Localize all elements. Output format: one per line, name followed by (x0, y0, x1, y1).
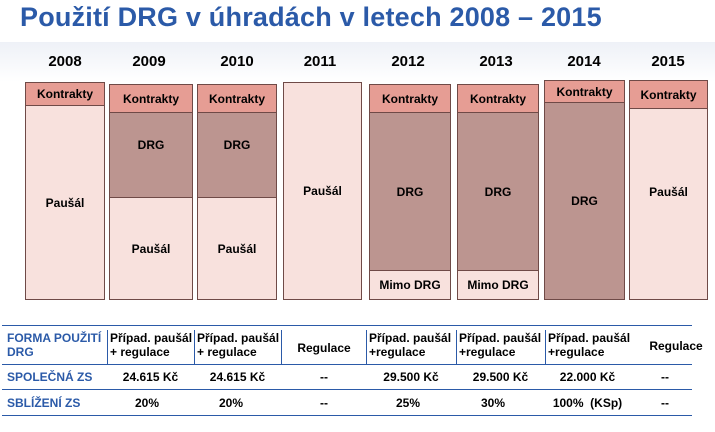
year-label-2011: 2011 (303, 53, 337, 70)
table-cell: Případ. paušál + regulace (197, 331, 280, 359)
segment-mimo-drg: Mimo DRG (457, 270, 539, 300)
segment-drg: DRG (197, 112, 277, 198)
column-2012: Kontrakty DRG Mimo DRG (369, 84, 451, 300)
segment-kontrakty: Kontrakty (629, 80, 708, 109)
table-rule (2, 364, 692, 365)
header-stripe (0, 42, 715, 82)
table-divider (107, 330, 108, 364)
segment-kontrakty: Kontrakty (109, 84, 193, 113)
table-cell: 24.615 Kč (122, 370, 179, 384)
table-cell: -- (320, 396, 328, 410)
year-label-2010: 2010 (220, 53, 254, 70)
table-cell: Případ. paušál +regulace (459, 331, 542, 359)
table-divider (366, 330, 367, 364)
segment-kontrakty: Kontrakty (457, 84, 539, 113)
column-2010: Kontrakty DRG Paušál (197, 84, 277, 300)
table-cell: -- (661, 396, 669, 410)
table-divider (456, 330, 457, 364)
segment-pausal: Paušál (283, 82, 362, 300)
segment-drg: DRG (369, 112, 451, 271)
table-cell: -- (661, 370, 669, 384)
segment-pausal: Paušál (629, 108, 708, 300)
table-cell: 20% (134, 396, 160, 410)
table-cell: Případ. paušál +regulace (369, 331, 452, 359)
row-label-forma: FORMA POUŽITÍ DRG (7, 331, 102, 359)
year-label-2015: 2015 (651, 53, 685, 70)
table-cell: 25% (395, 396, 421, 410)
column-2011: Paušál (283, 82, 362, 300)
table-cell: 29.500 Kč (472, 370, 529, 384)
segment-pausal: Paušál (197, 197, 277, 300)
segment-pausal: Paušál (109, 197, 193, 300)
segment-pausal: Paušál (25, 105, 105, 300)
column-2013: Kontrakty DRG Mimo DRG (457, 84, 539, 300)
table-rule-bottom (2, 415, 692, 416)
segment-kontrakty: Kontrakty (197, 84, 277, 113)
table-cell: -- (320, 370, 328, 384)
table-cell: 100% (KSp) (552, 396, 623, 410)
table-cell: Případ. paušál + regulace (110, 331, 193, 359)
column-2008: Kontrakty Paušál (25, 82, 105, 300)
row-label-spolecna: SPOLEČNÁ ZS (7, 370, 93, 384)
row-label-sblizeni: SBLÍŽENÍ ZS (7, 396, 81, 410)
table-cell: 24.615 Kč (209, 370, 266, 384)
table-cell: Regulace (297, 341, 351, 355)
segment-drg: DRG (457, 112, 539, 271)
slide-title: Použití DRG v úhradách v letech 2008 – 2… (20, 2, 602, 32)
column-2009: Kontrakty DRG Paušál (109, 84, 193, 300)
table-cell: 30% (480, 396, 506, 410)
table-cell: Případ. paušál +regulace (548, 331, 631, 359)
segment-mimo-drg: Mimo DRG (369, 270, 451, 300)
table-divider (194, 330, 195, 364)
segment-drg: DRG (109, 112, 193, 198)
year-label-2009: 2009 (132, 53, 166, 70)
year-label-2014: 2014 (567, 53, 601, 70)
column-2015: Kontrakty Paušál (629, 80, 708, 300)
table-cell: 22.000 Kč (559, 370, 616, 384)
column-2014: Kontrakty DRG (544, 80, 625, 300)
table-cell: 20% (218, 396, 244, 410)
table-rule (2, 389, 692, 390)
segment-drg: DRG (544, 102, 625, 300)
year-label-2012: 2012 (391, 53, 425, 70)
table-divider (545, 330, 546, 364)
year-label-2008: 2008 (48, 53, 82, 70)
table-rule-top (2, 325, 692, 326)
year-label-2013: 2013 (479, 53, 513, 70)
table-cell: 29.500 Kč (383, 370, 439, 384)
table-divider (281, 330, 282, 364)
table-cell: Regulace (649, 339, 703, 353)
